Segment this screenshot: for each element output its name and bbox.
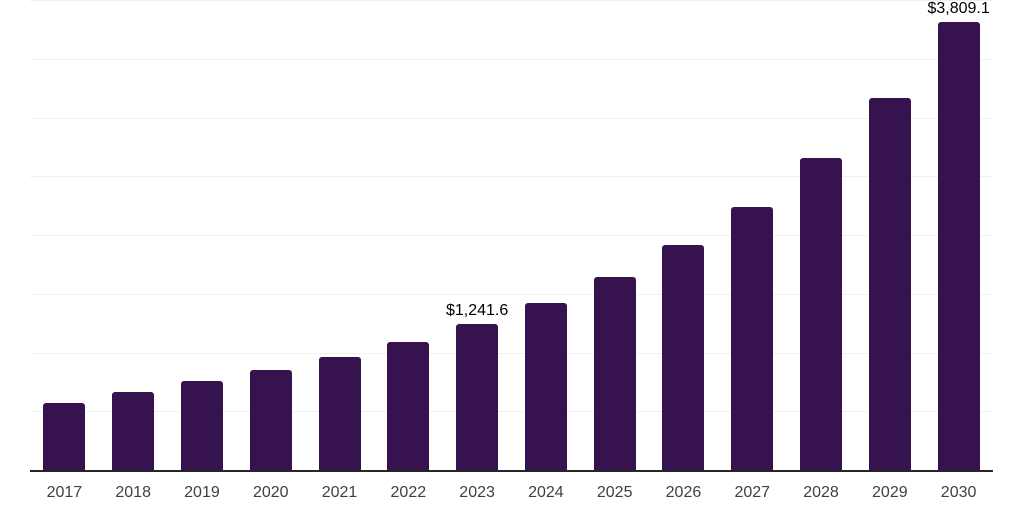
bar: [318, 356, 361, 470]
y-gridline: [30, 117, 993, 119]
y-gridline: [30, 411, 993, 413]
bar-value-label: $1,241.6: [445, 302, 509, 320]
bar: [249, 370, 292, 470]
bar: [387, 341, 430, 470]
y-gridline: [30, 352, 993, 354]
y-gridline: [30, 293, 993, 295]
x-tick-label: 2023: [459, 484, 495, 501]
x-tick-label: 2029: [872, 484, 908, 501]
x-tick-label: 2021: [321, 484, 358, 501]
x-tick-label: 2018: [115, 484, 151, 501]
x-tick-label: 2022: [390, 484, 427, 501]
x-tick-label: 2024: [528, 484, 564, 501]
bar: [593, 276, 636, 470]
y-gridline: [30, 235, 993, 236]
bar: [731, 206, 774, 470]
x-tick-label: 2019: [184, 484, 220, 501]
bar-value-label: $3,809.1: [927, 0, 990, 18]
bar: [112, 391, 155, 470]
bar: [43, 403, 86, 470]
bar: [937, 22, 980, 470]
x-tick-label: 2026: [665, 484, 702, 501]
x-tick-label: 2017: [46, 484, 83, 501]
y-gridline: [30, 58, 993, 60]
y-gridline: [30, 176, 993, 178]
x-tick-label: 2025: [596, 484, 633, 501]
x-tick-label: 2028: [803, 484, 839, 501]
bar: [456, 324, 499, 470]
y-gridline: [30, 0, 993, 1]
bar: [662, 244, 705, 470]
bar: [868, 98, 911, 470]
bar: [800, 158, 843, 470]
x-tick-label: 2027: [734, 484, 771, 501]
x-tick-label: 2030: [940, 484, 977, 501]
bar: [180, 380, 223, 470]
x-tick-label: 2020: [252, 484, 289, 501]
x-axis-line: [30, 470, 993, 472]
bar: [524, 302, 567, 470]
